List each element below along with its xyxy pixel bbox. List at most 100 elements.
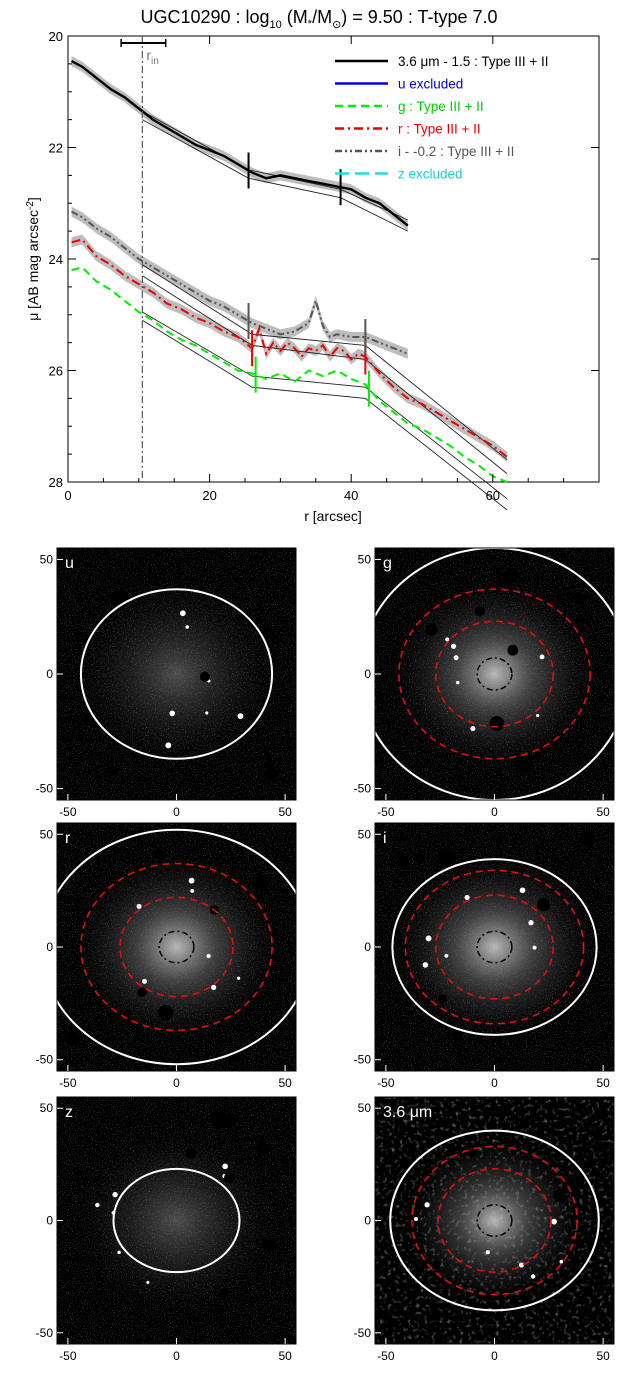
series-line	[71, 238, 508, 458]
image-panel: r -50 0 50 50 0 -50	[36, 822, 297, 1090]
white-ellipse	[391, 858, 598, 1036]
mask-hole	[425, 623, 438, 636]
bright-knot	[470, 725, 476, 732]
image-panel: z -50 0 50 50 0 -50	[36, 1096, 297, 1363]
fit-line	[142, 119, 409, 232]
white-ellipse	[389, 1129, 600, 1312]
mask-hole	[579, 831, 596, 847]
image-panel: u -50 0 50 50 0 -50	[36, 547, 297, 819]
mask-hole	[474, 605, 485, 617]
bright-knot	[188, 877, 195, 884]
mask-hole	[137, 987, 147, 998]
mask-hole	[158, 1005, 174, 1021]
red-ellipse	[398, 588, 591, 760]
break-markers	[247, 152, 370, 407]
bright-knot	[485, 1250, 490, 1255]
image-panel: g -50 0 50 50 0 -50	[354, 547, 615, 819]
bright-knot	[445, 637, 450, 642]
mask-hole	[561, 1177, 579, 1194]
bright-knot	[146, 1280, 150, 1284]
black-ellipse	[158, 930, 195, 964]
series-line	[71, 266, 508, 483]
panel-label: z	[65, 1104, 73, 1121]
panel-x-tick-label: -50	[377, 1349, 395, 1363]
mask-hole	[414, 852, 426, 864]
legend-label: u excluded	[398, 77, 463, 92]
mask-hole	[214, 1304, 225, 1315]
red-ellipse	[119, 896, 234, 998]
chart-title: UGC10290 : log10 (M*/M⊙) = 9.50 : T-type…	[140, 7, 497, 31]
mask-hole	[521, 1117, 530, 1126]
bright-knot	[205, 711, 209, 715]
mask-hole	[263, 758, 275, 770]
y-tick-label: 24	[49, 252, 63, 267]
mask-hole	[199, 671, 210, 682]
legend-label: z excluded	[398, 167, 463, 182]
mask-hole	[574, 592, 587, 605]
panel-label: i	[383, 830, 387, 847]
panel-x-tick-label: -50	[59, 805, 77, 819]
mask-hole	[224, 1172, 235, 1183]
panel-y-tick-label: -50	[354, 1326, 372, 1340]
panel-x-tick-label: 0	[173, 1076, 180, 1090]
x-tick-label: 0	[64, 488, 71, 503]
band-2	[71, 206, 408, 359]
panel-y-tick-label: 50	[40, 552, 54, 566]
bright-knot	[551, 1218, 557, 1225]
r-in-label: rin	[146, 47, 158, 67]
bright-knot	[536, 713, 540, 718]
panel-y-tick-label: 0	[364, 667, 371, 681]
series-line	[70, 60, 409, 227]
red-ellipse	[435, 620, 554, 728]
panel-x-tick-label: 50	[596, 1349, 610, 1363]
panel-y-tick-label: 0	[46, 940, 53, 954]
mask-hole	[503, 568, 519, 584]
bright-knot	[453, 655, 459, 661]
legend-label: i - -0.2 : Type III + II	[398, 144, 514, 159]
fit-line	[142, 110, 408, 221]
red-ellipse	[435, 894, 554, 1000]
mask-hole	[185, 1147, 197, 1159]
panel-x-tick-label: 50	[278, 1076, 292, 1090]
panel-label: r	[65, 830, 71, 847]
white-ellipse	[112, 1167, 241, 1274]
band-1	[71, 234, 507, 462]
bright-knot	[237, 976, 241, 980]
fit-line	[142, 311, 508, 500]
panel-x-tick-label: -50	[377, 805, 395, 819]
red-ellipse	[80, 862, 273, 1032]
mask-hole	[537, 898, 551, 912]
mask-hole	[397, 856, 409, 868]
mask-hole	[451, 1028, 463, 1041]
mask-hole	[65, 1030, 80, 1046]
mask-hole	[468, 1149, 477, 1158]
fit-lines	[142, 110, 508, 511]
bright-knot	[464, 894, 470, 900]
bright-knot	[539, 654, 545, 660]
white-ellipse	[79, 588, 274, 760]
galaxy-glow	[76, 1130, 277, 1311]
bright-knot	[112, 1191, 118, 1198]
bright-knot	[450, 643, 457, 649]
mask-hole	[399, 1157, 412, 1170]
panel-y-tick-label: 0	[46, 667, 53, 681]
black-ellipse	[476, 1204, 513, 1237]
bright-knot	[211, 984, 217, 990]
mask-hole	[257, 626, 276, 645]
x-tick-label: 60	[486, 488, 500, 503]
y-axis-label: μ [AB mag arcsec-2]	[25, 197, 41, 321]
panel-x-tick-label: 0	[491, 1349, 498, 1363]
x-axis-label: r [arcsec]	[304, 508, 362, 524]
mask-hole	[489, 716, 505, 731]
galaxy-glow	[76, 856, 277, 1038]
mask-hole	[437, 849, 456, 868]
mask-hole	[123, 1009, 132, 1018]
panel-y-tick-label: -50	[36, 782, 54, 796]
red-ellipse	[437, 1168, 552, 1273]
mask-hole	[270, 769, 280, 779]
panel-y-tick-label: -50	[354, 1053, 372, 1067]
mask-hole	[107, 765, 118, 776]
galaxy-glow	[407, 1139, 582, 1302]
bright-knot	[425, 935, 432, 942]
